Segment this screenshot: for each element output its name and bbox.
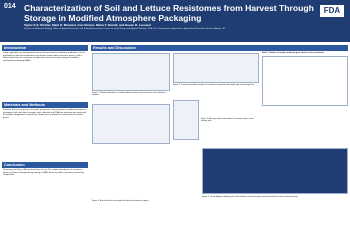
figure (202, 148, 348, 194)
section-heading: Materials and Methods (2, 102, 88, 108)
figure (92, 53, 170, 91)
poster-number: 014 (4, 3, 16, 10)
logo: FDA (320, 5, 344, 17)
figure (173, 53, 259, 83)
figure (92, 104, 170, 144)
figure-caption: Figure 1. Relative abundance of antimicr… (92, 92, 166, 97)
figure-caption: Figure 4. Bacterial hosts associated wit… (92, 200, 149, 202)
section-text: Leafy vegetables are among foods that ha… (3, 52, 86, 62)
poster: 014 Characterization of Soil and Lettuce… (0, 0, 350, 202)
section-heading: Introduction (2, 45, 88, 51)
table (262, 56, 348, 106)
header-band (0, 0, 350, 42)
table-caption: Table 1. Number of unique resistance gen… (262, 52, 324, 54)
affiliations: Division of Molecular Biology, Office of… (24, 28, 225, 30)
authors: Taylor K.S. Richter, Mark K. Mammel, Iva… (24, 23, 151, 27)
section-text: Romaine lettuce was grown, harvested, pr… (3, 109, 86, 119)
figure (173, 100, 199, 140)
section-heading: Results and Discussion (91, 45, 348, 51)
figure-caption: Figure 2. Principal coordinate analysis … (173, 84, 255, 86)
section-heading: Conclusion (2, 162, 88, 168)
poster-title: Characterization of Soil and Lettuce Res… (24, 3, 314, 23)
figure-caption: Figure 5. Circos diagram displaying the … (202, 196, 299, 198)
section-text: Resistomes of lettuce differed from thos… (3, 169, 84, 177)
figure-caption: Figure 3. Average relative abundance of … (201, 118, 254, 123)
